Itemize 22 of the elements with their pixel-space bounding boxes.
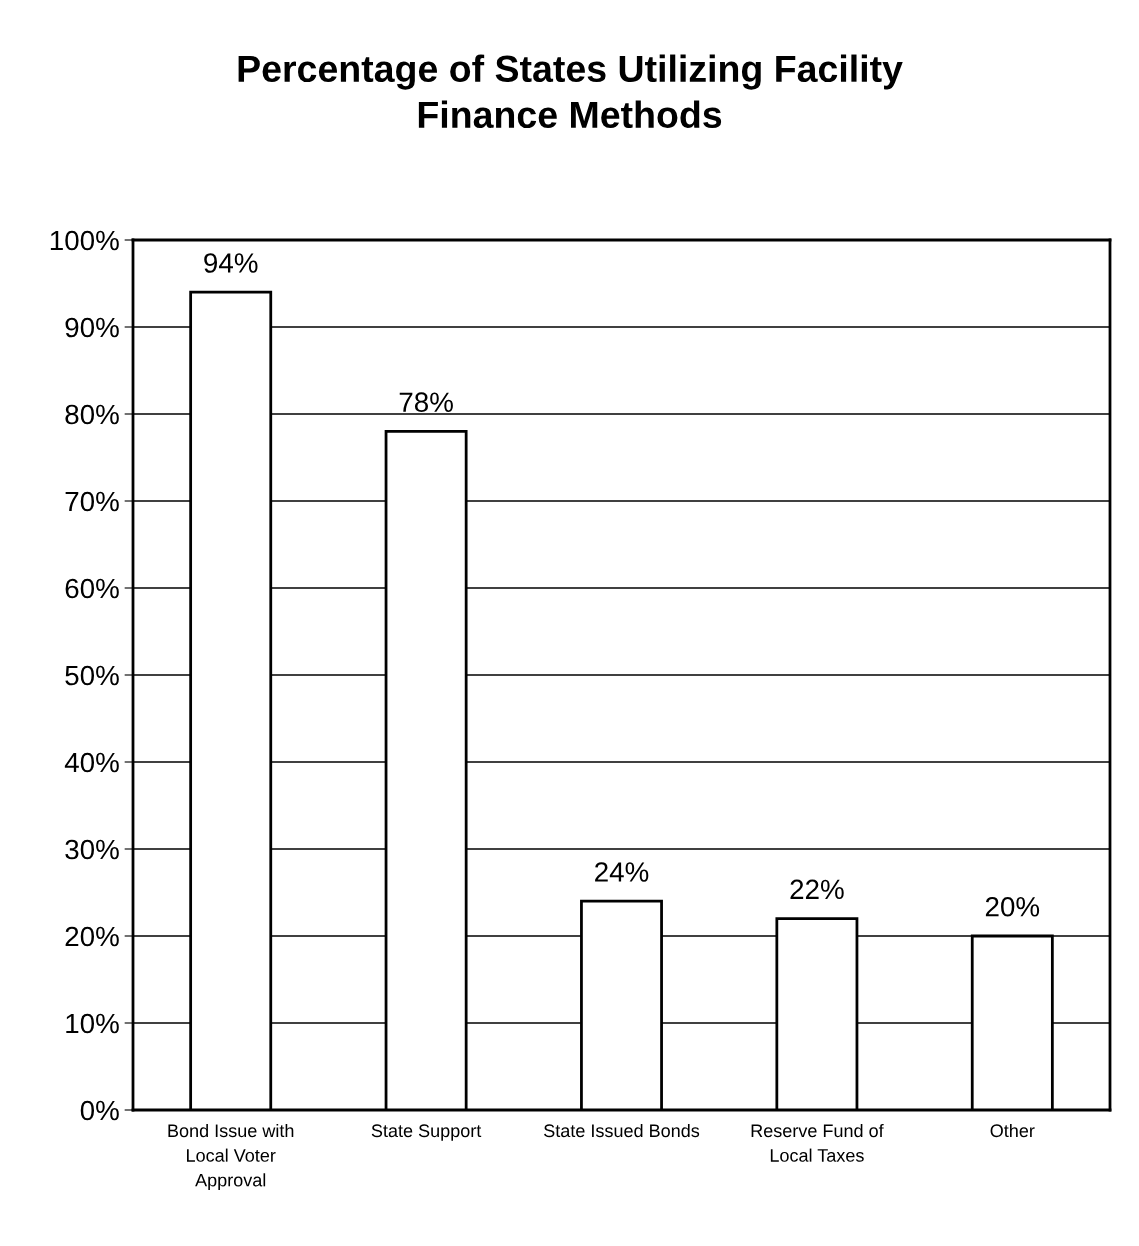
y-tick-label: 40% [64,752,119,773]
data-label: 78% [399,392,453,413]
y-tick-label: 70% [65,491,119,512]
y-tick-label: 30% [65,839,119,860]
x-tick-label: State Issued Bonds [544,1123,700,1138]
chart-title: Percentage of States Utilizing Facility Finance Methods [238,54,903,129]
y-tick-label: 10% [66,1013,119,1034]
data-label: 94% [204,253,258,273]
x-tick-label: Reserve Fund of Local Taxes [751,1123,884,1162]
y-tick-label: 80% [65,404,119,425]
data-label: 24% [595,862,649,882]
x-tick-label: Other [990,1123,1035,1138]
y-tick-label: 90% [65,317,119,338]
x-tick-label: State Support [371,1124,482,1141]
y-tick-label: 50% [65,665,119,686]
data-label: 22% [790,879,844,900]
y-tick-label: 100% [50,230,119,251]
y-tick-label: 60% [65,578,119,599]
y-tick-label: 20% [65,926,119,947]
data-label: 20% [985,896,1040,917]
x-tick-label: Bond Issue with Local Voter Approval [168,1123,294,1191]
y-tick-label: 0% [80,1100,119,1121]
